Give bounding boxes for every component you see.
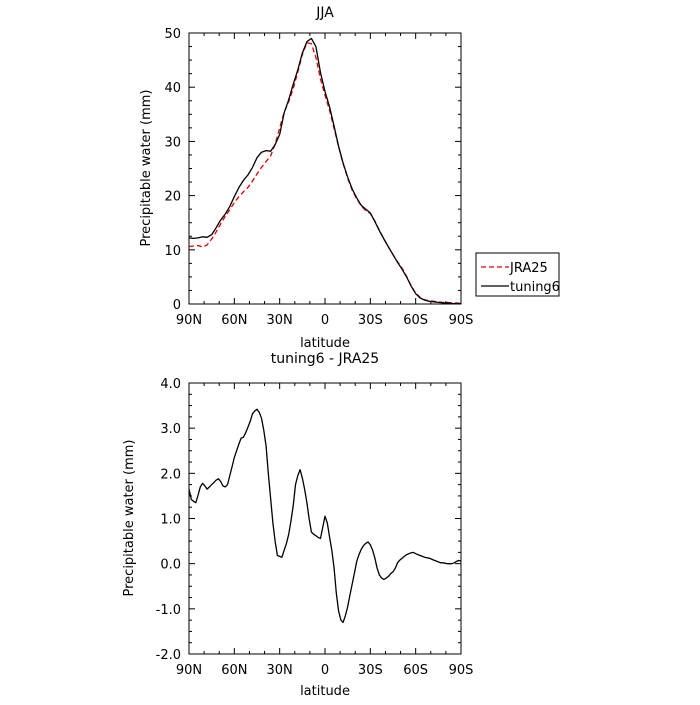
bottom-y-tick-label: -1.0 xyxy=(156,603,181,618)
top-x-tick-labels: 90N 60N 30N 0 30S 60S 90S xyxy=(176,313,474,328)
top-chart-frame xyxy=(188,32,462,305)
bottom-y-tick-label: 3.0 xyxy=(160,422,181,437)
top-chart: JJA 90N 60N 30N 0 30S 60S 90S 0 10 20 30 40 50 lati… xyxy=(139,5,560,351)
bottom-x-tick-label: 60N xyxy=(221,663,247,678)
bottom-x-tick-label: 0 xyxy=(321,663,329,678)
bottom-x-tick-labels: 90N 60N 30N 0 30S 60S 90S xyxy=(176,663,474,678)
bottom-series-line-difference xyxy=(188,408,462,624)
top-x-tick-label: 60N xyxy=(221,313,247,328)
top-x-tick-label: 60S xyxy=(403,313,428,328)
top-y-tick-label: 0 xyxy=(173,298,181,313)
top-y-tick-label: 40 xyxy=(164,81,181,96)
top-x-tick-label: 90S xyxy=(449,313,474,328)
top-y-tick-label: 30 xyxy=(164,135,181,150)
bottom-y-tick-label: -2.0 xyxy=(156,648,181,663)
top-y-ticks xyxy=(189,32,461,305)
bottom-chart-title: tuning6 - JRA25 xyxy=(271,351,379,367)
top-x-ticks xyxy=(188,33,462,304)
bottom-series-lines xyxy=(188,408,462,624)
top-y-axis-label: Precipitable water (mm) xyxy=(139,90,154,247)
top-x-tick-label: 30N xyxy=(267,313,293,328)
bottom-y-tick-label: 0.0 xyxy=(160,558,181,573)
top-x-axis-label: latitude xyxy=(300,336,350,351)
bottom-y-axis-label: Precipitable water (mm) xyxy=(122,440,137,597)
legend: JRA25 tuning6 xyxy=(475,252,560,297)
top-series-lines xyxy=(188,37,462,305)
bottom-x-tick-label: 90S xyxy=(449,663,474,678)
bottom-x-tick-label: 90N xyxy=(176,663,202,678)
bottom-y-tick-label: 4.0 xyxy=(160,377,181,392)
bottom-x-tick-label: 30S xyxy=(358,663,383,678)
bottom-x-tick-label: 60S xyxy=(403,663,428,678)
bottom-y-tick-label: 2.0 xyxy=(160,467,181,482)
bottom-y-ticks xyxy=(189,382,461,655)
top-y-tick-label: 20 xyxy=(164,190,181,205)
top-series-line-jra25 xyxy=(188,42,462,305)
bottom-x-tick-label: 30N xyxy=(267,663,293,678)
bottom-chart: tuning6 - JRA25 90N 60N 30N 0 30S 60S 90S -2.0… xyxy=(122,351,473,699)
bottom-x-ticks xyxy=(188,383,462,654)
top-y-tick-labels: 0 10 20 30 40 50 xyxy=(164,27,181,313)
top-y-tick-label: 10 xyxy=(164,244,181,259)
top-x-tick-label: 30S xyxy=(358,313,383,328)
legend-label-jra25: JRA25 xyxy=(509,261,548,276)
top-x-tick-label: 90N xyxy=(176,313,202,328)
legend-label-tuning6: tuning6 xyxy=(510,280,560,295)
bottom-y-tick-label: 1.0 xyxy=(160,513,181,528)
bottom-x-axis-label: latitude xyxy=(300,684,350,699)
top-x-tick-label: 0 xyxy=(321,313,329,328)
top-series-line-tuning6 xyxy=(188,37,461,305)
top-chart-title: JJA xyxy=(315,5,334,21)
bottom-y-tick-labels: -2.0 -1.0 0.0 1.0 2.0 3.0 4.0 xyxy=(156,377,181,663)
legend-box xyxy=(475,252,560,297)
top-y-tick-label: 50 xyxy=(164,27,181,42)
